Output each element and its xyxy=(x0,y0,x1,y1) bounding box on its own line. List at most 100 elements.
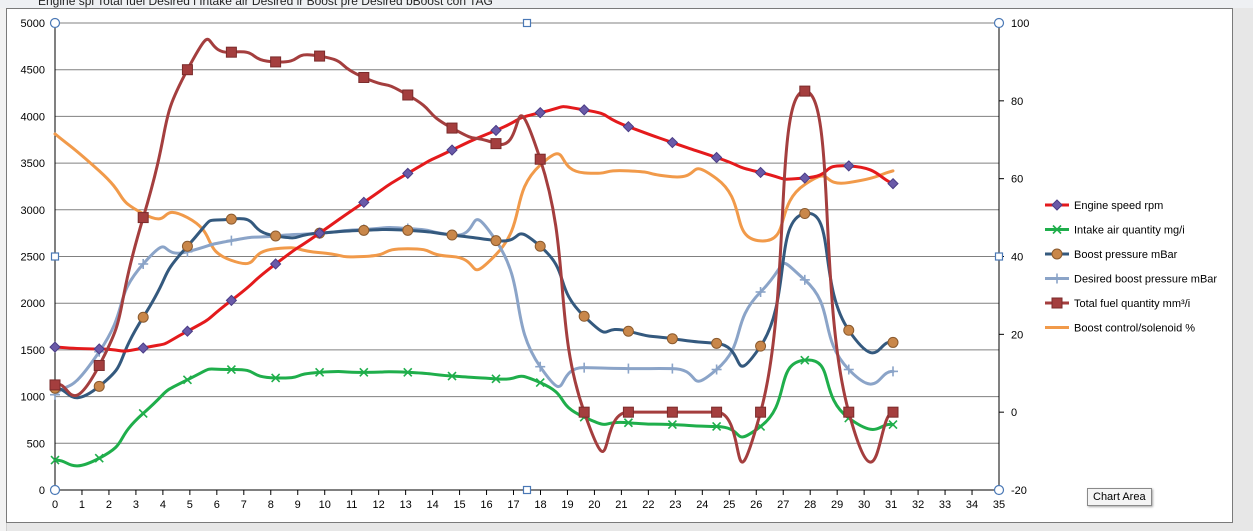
total_fuel-data-point[interactable] xyxy=(49,379,61,391)
boost_pressure-data-point[interactable] xyxy=(534,240,546,252)
resize-handle[interactable] xyxy=(993,484,1005,496)
legend-intake_air-data-point[interactable] xyxy=(1052,224,1062,235)
intake_air-data-point[interactable] xyxy=(623,418,633,428)
total_fuel-data-point[interactable] xyxy=(314,50,326,62)
boost_pressure-data-point[interactable] xyxy=(799,208,811,220)
engine_speed-series-line[interactable] xyxy=(53,105,895,353)
legend-desired_boost-data-point[interactable] xyxy=(1052,273,1062,284)
boost_pressure-data-point[interactable] xyxy=(755,340,767,352)
intake_air-data-point[interactable] xyxy=(50,455,60,465)
desired_boost-data-point[interactable] xyxy=(755,286,766,297)
engine_speed-data-point[interactable] xyxy=(887,177,899,190)
desired_boost-data-point[interactable] xyxy=(711,364,722,375)
legend-item-engine_speed[interactable]: Engine speed rpm xyxy=(1045,199,1163,212)
resize-handle[interactable] xyxy=(50,252,60,261)
boost_pressure-data-point[interactable] xyxy=(402,224,414,236)
legend-item-total_fuel[interactable]: Total fuel quantity mm³/i xyxy=(1045,297,1190,310)
boost_pressure-data-point[interactable] xyxy=(666,333,678,345)
resize-handle[interactable] xyxy=(522,18,532,28)
engine_speed-data-point[interactable] xyxy=(181,325,194,337)
engine_speed-data-point[interactable] xyxy=(754,166,767,179)
boost_pressure-data-point[interactable] xyxy=(446,229,458,241)
total_fuel-data-point[interactable] xyxy=(490,138,502,150)
engine_speed-data-point[interactable] xyxy=(269,258,282,270)
total_fuel-data-point[interactable] xyxy=(225,46,237,58)
boost_pressure-data-point[interactable] xyxy=(887,336,899,348)
total_fuel-data-point[interactable] xyxy=(137,212,149,224)
total_fuel-data-point[interactable] xyxy=(887,406,899,418)
intake_air-data-point[interactable] xyxy=(712,421,722,432)
intake_air-data-point[interactable] xyxy=(535,378,545,388)
desired_boost-data-point[interactable] xyxy=(843,364,854,375)
desired_boost-data-point[interactable] xyxy=(226,235,237,246)
intake_air-data-point[interactable] xyxy=(182,375,192,385)
total_fuel-data-point[interactable] xyxy=(843,406,855,418)
resize-handle[interactable] xyxy=(49,484,61,496)
desired_boost-data-point[interactable] xyxy=(888,366,899,377)
engine_speed-data-point[interactable] xyxy=(534,106,546,119)
intake_air-data-point[interactable] xyxy=(138,408,148,418)
intake_air-data-point[interactable] xyxy=(888,420,898,430)
intake_air-data-point[interactable] xyxy=(667,420,677,430)
boost_pressure-data-point[interactable] xyxy=(490,235,502,247)
total_fuel-data-point[interactable] xyxy=(270,56,282,68)
intake_air-series[interactable] xyxy=(50,355,898,468)
boost_pressure-data-point[interactable] xyxy=(843,324,855,336)
engine_speed-series[interactable] xyxy=(49,104,899,355)
boost_pressure-data-point[interactable] xyxy=(225,213,237,225)
total_fuel-data-point[interactable] xyxy=(666,406,678,418)
total_fuel-series[interactable] xyxy=(49,37,899,464)
engine_speed-data-point[interactable] xyxy=(843,160,855,172)
engine_speed-data-point[interactable] xyxy=(710,151,723,164)
engine_speed-data-point[interactable] xyxy=(313,227,326,239)
boost_pressure-data-point[interactable] xyxy=(711,337,723,349)
total_fuel-data-point[interactable] xyxy=(446,122,458,134)
desired_boost-data-point[interactable] xyxy=(623,363,634,374)
total_fuel-data-point[interactable] xyxy=(755,406,767,418)
desired_boost-data-point[interactable] xyxy=(535,361,546,372)
intake_air-data-point[interactable] xyxy=(800,355,810,365)
engine_speed-data-point[interactable] xyxy=(49,341,61,353)
legend-boost_pressure-data-point[interactable] xyxy=(1051,248,1063,260)
engine_speed-data-point[interactable] xyxy=(225,294,238,307)
desired_boost-data-point[interactable] xyxy=(138,258,149,269)
engine_speed-data-point[interactable] xyxy=(137,342,149,354)
intake_air-data-point[interactable] xyxy=(315,367,325,377)
intake_air-data-point[interactable] xyxy=(359,367,369,377)
chart-area[interactable]: 0 500 1000 1500 2000 2500 3000 3500 4000 4500 5000… xyxy=(6,8,1233,523)
total_fuel-data-point[interactable] xyxy=(622,406,634,418)
boost_pressure-data-point[interactable] xyxy=(137,311,149,323)
boost_pressure-data-point[interactable] xyxy=(181,240,193,252)
engine_speed-data-point[interactable] xyxy=(578,104,590,116)
total_fuel-data-point[interactable] xyxy=(402,89,414,101)
intake_air-data-point[interactable] xyxy=(271,373,281,383)
boost_pressure-data-point[interactable] xyxy=(93,380,105,392)
legend[interactable]: Engine speed rpm Intake air quantity mg/i… xyxy=(1045,199,1217,335)
boost_control-series-line[interactable] xyxy=(53,132,895,272)
total_fuel-data-point[interactable] xyxy=(711,406,723,418)
intake_air-data-point[interactable] xyxy=(94,453,104,463)
total_fuel-data-point[interactable] xyxy=(578,406,590,418)
engine_speed-data-point[interactable] xyxy=(666,136,679,149)
total_fuel-data-point[interactable] xyxy=(358,71,370,83)
legend-item-boost_control[interactable]: Boost control/solenoid % xyxy=(1045,323,1195,335)
resize-handle[interactable] xyxy=(993,17,1005,29)
boost_control-series[interactable] xyxy=(53,132,895,272)
legend-total_fuel-data-point[interactable] xyxy=(1051,297,1063,309)
intake_air-data-point[interactable] xyxy=(491,374,501,384)
engine_speed-data-point[interactable] xyxy=(622,120,635,133)
boost_pressure-data-point[interactable] xyxy=(270,230,282,242)
intake_air-data-point[interactable] xyxy=(226,364,236,375)
total_fuel-data-point[interactable] xyxy=(93,359,105,371)
desired_boost-data-point[interactable] xyxy=(579,362,590,373)
desired_boost-data-point[interactable] xyxy=(799,274,810,285)
boost_pressure-data-point[interactable] xyxy=(622,325,634,337)
total_fuel-data-point[interactable] xyxy=(799,85,811,97)
resize-handle[interactable] xyxy=(49,17,61,29)
total_fuel-data-point[interactable] xyxy=(181,64,193,76)
intake_air-data-point[interactable] xyxy=(403,367,413,377)
total_fuel-data-point[interactable] xyxy=(534,153,546,165)
resize-handle[interactable] xyxy=(522,485,532,495)
boost_pressure-data-point[interactable] xyxy=(578,310,590,322)
engine_speed-data-point[interactable] xyxy=(799,172,811,184)
